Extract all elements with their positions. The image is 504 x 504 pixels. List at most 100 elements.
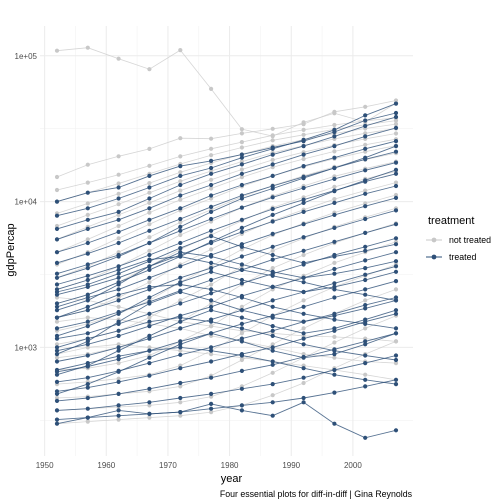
data-point-treated bbox=[209, 254, 214, 259]
data-point-treated bbox=[393, 308, 399, 313]
data-point-treated bbox=[332, 266, 337, 272]
data-point-treated bbox=[54, 308, 60, 313]
data-point-treated bbox=[85, 277, 90, 283]
data-point-treated bbox=[85, 206, 90, 211]
data-point-treated bbox=[332, 317, 337, 322]
data-point-not-treated bbox=[363, 149, 368, 154]
data-point-treated bbox=[363, 113, 368, 118]
series-line-not-treated bbox=[56, 241, 397, 371]
data-point-not-treated bbox=[301, 127, 306, 132]
data-point-treated bbox=[363, 216, 368, 222]
data-point-treated bbox=[393, 382, 399, 387]
data-point-treated bbox=[54, 301, 60, 306]
data-point-treated bbox=[85, 298, 90, 303]
series-line-not-treated bbox=[56, 317, 397, 364]
data-point-treated bbox=[147, 206, 152, 211]
data-point-treated bbox=[178, 352, 183, 357]
data-point-treated bbox=[209, 348, 214, 353]
data-point-treated bbox=[332, 287, 337, 292]
data-point-treated bbox=[332, 326, 337, 331]
data-point-not-treated bbox=[116, 223, 121, 229]
data-point-not-treated bbox=[270, 370, 275, 375]
data-point-treated bbox=[393, 377, 399, 382]
data-point-treated bbox=[209, 239, 214, 244]
series-line-treated bbox=[56, 291, 397, 355]
data-point-treated bbox=[239, 277, 244, 283]
data-point-not-treated bbox=[178, 170, 183, 175]
data-point-treated bbox=[209, 319, 214, 324]
series-line-treated bbox=[56, 265, 397, 362]
data-point-treated bbox=[147, 185, 152, 190]
data-point-treated bbox=[393, 279, 399, 284]
data-point-treated bbox=[239, 254, 244, 259]
data-point-treated bbox=[239, 182, 244, 188]
series-line-not-treated bbox=[56, 343, 397, 381]
data-point-treated bbox=[116, 267, 121, 272]
data-point-treated bbox=[178, 240, 183, 246]
data-point-not-treated bbox=[178, 413, 183, 418]
data-point-treated bbox=[209, 204, 214, 209]
data-point-treated bbox=[332, 352, 337, 357]
data-point-treated bbox=[270, 244, 275, 249]
data-point-treated bbox=[85, 240, 90, 246]
data-point-treated bbox=[270, 315, 275, 320]
data-point-treated bbox=[270, 328, 275, 333]
data-point-treated bbox=[54, 237, 60, 242]
data-point-treated bbox=[54, 367, 60, 373]
data-point-treated bbox=[116, 292, 121, 297]
data-point-treated bbox=[54, 275, 60, 280]
data-point-treated bbox=[116, 264, 121, 269]
data-point-treated bbox=[301, 304, 306, 309]
data-point-not-treated bbox=[363, 142, 368, 147]
data-point-treated bbox=[116, 354, 121, 359]
data-point-treated bbox=[239, 281, 244, 286]
data-point-not-treated bbox=[178, 220, 183, 225]
data-point-treated bbox=[363, 287, 368, 292]
data-point-not-treated bbox=[178, 179, 183, 184]
series-line-not-treated bbox=[56, 138, 397, 253]
data-point-treated bbox=[270, 195, 275, 200]
data-point-treated bbox=[178, 206, 183, 211]
data-point-treated bbox=[85, 361, 90, 366]
data-point-not-treated bbox=[147, 403, 152, 408]
data-point-not-treated bbox=[178, 298, 183, 303]
data-point-treated bbox=[301, 137, 306, 142]
series-line-treated bbox=[56, 103, 397, 217]
data-point-not-treated bbox=[85, 315, 90, 320]
data-point-treated bbox=[209, 331, 214, 336]
data-point-not-treated bbox=[209, 301, 214, 306]
data-point-treated bbox=[270, 400, 275, 405]
series-line-treated bbox=[56, 185, 397, 296]
data-point-treated bbox=[270, 219, 275, 224]
data-point-treated bbox=[116, 311, 121, 316]
data-point-treated bbox=[178, 164, 183, 169]
data-point-treated bbox=[116, 357, 121, 362]
data-point-treated bbox=[363, 303, 368, 308]
data-point-treated bbox=[363, 123, 368, 129]
data-point-treated bbox=[147, 386, 152, 391]
data-point-not-treated bbox=[85, 237, 90, 242]
data-point-treated bbox=[363, 118, 368, 123]
legend-label-not-treated: not treated bbox=[449, 235, 491, 245]
data-point-treated bbox=[209, 165, 214, 171]
data-point-treated bbox=[178, 246, 183, 251]
data-point-treated bbox=[178, 182, 183, 188]
data-point-not-treated bbox=[116, 212, 121, 217]
data-point-treated bbox=[363, 248, 368, 253]
data-point-treated bbox=[54, 226, 60, 231]
data-point-treated bbox=[209, 401, 214, 406]
data-point-treated bbox=[393, 171, 399, 176]
data-point-not-treated bbox=[301, 326, 306, 331]
data-point-treated bbox=[209, 171, 214, 176]
data-point-treated bbox=[54, 391, 60, 396]
data-point-treated bbox=[85, 282, 90, 287]
data-point-treated bbox=[209, 269, 214, 274]
data-point-treated bbox=[147, 373, 152, 378]
series-line-treated bbox=[56, 332, 397, 395]
data-point-treated bbox=[116, 413, 121, 418]
data-point-treated bbox=[178, 193, 183, 198]
data-point-treated bbox=[270, 162, 275, 167]
data-point-not-treated bbox=[209, 186, 214, 191]
y-tick-label: 1e+03 bbox=[15, 343, 38, 352]
series-line-not-treated bbox=[56, 100, 397, 178]
